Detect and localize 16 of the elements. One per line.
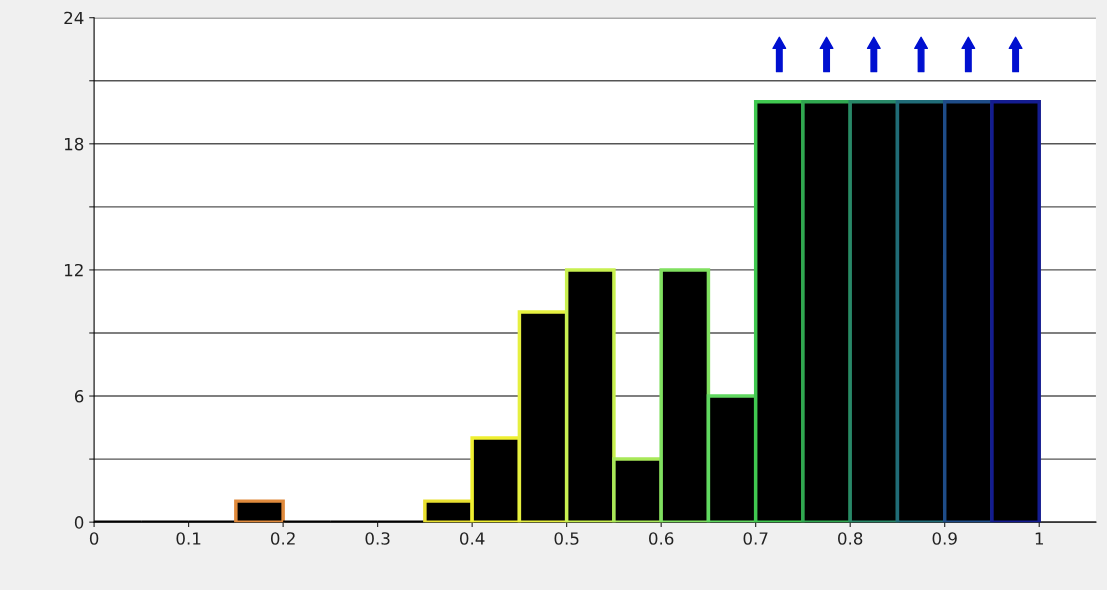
x-tick-label: 0.1 xyxy=(176,532,201,545)
x-tick-label: 0.3 xyxy=(365,532,390,545)
x-tick-label: 0.4 xyxy=(459,532,485,545)
x-tick-label: 1 xyxy=(1035,532,1043,545)
x-tick-label: 0.5 xyxy=(554,532,579,545)
y-tick-label: 18 xyxy=(65,137,84,151)
x-tick-label: 0.2 xyxy=(270,532,295,545)
x-tick-label: 0.8 xyxy=(838,532,863,545)
x-tick-label: 0.9 xyxy=(932,532,957,545)
y-tick-label: 6 xyxy=(74,390,84,403)
y-tick-label: 0 xyxy=(74,516,84,529)
x-tick-label: 0.6 xyxy=(649,532,674,545)
x-tick-label: 0.7 xyxy=(743,532,768,545)
x-tick-label: 0 xyxy=(89,532,99,545)
y-tick-label: 24 xyxy=(64,11,84,25)
y-tick-label: 12 xyxy=(65,263,83,277)
